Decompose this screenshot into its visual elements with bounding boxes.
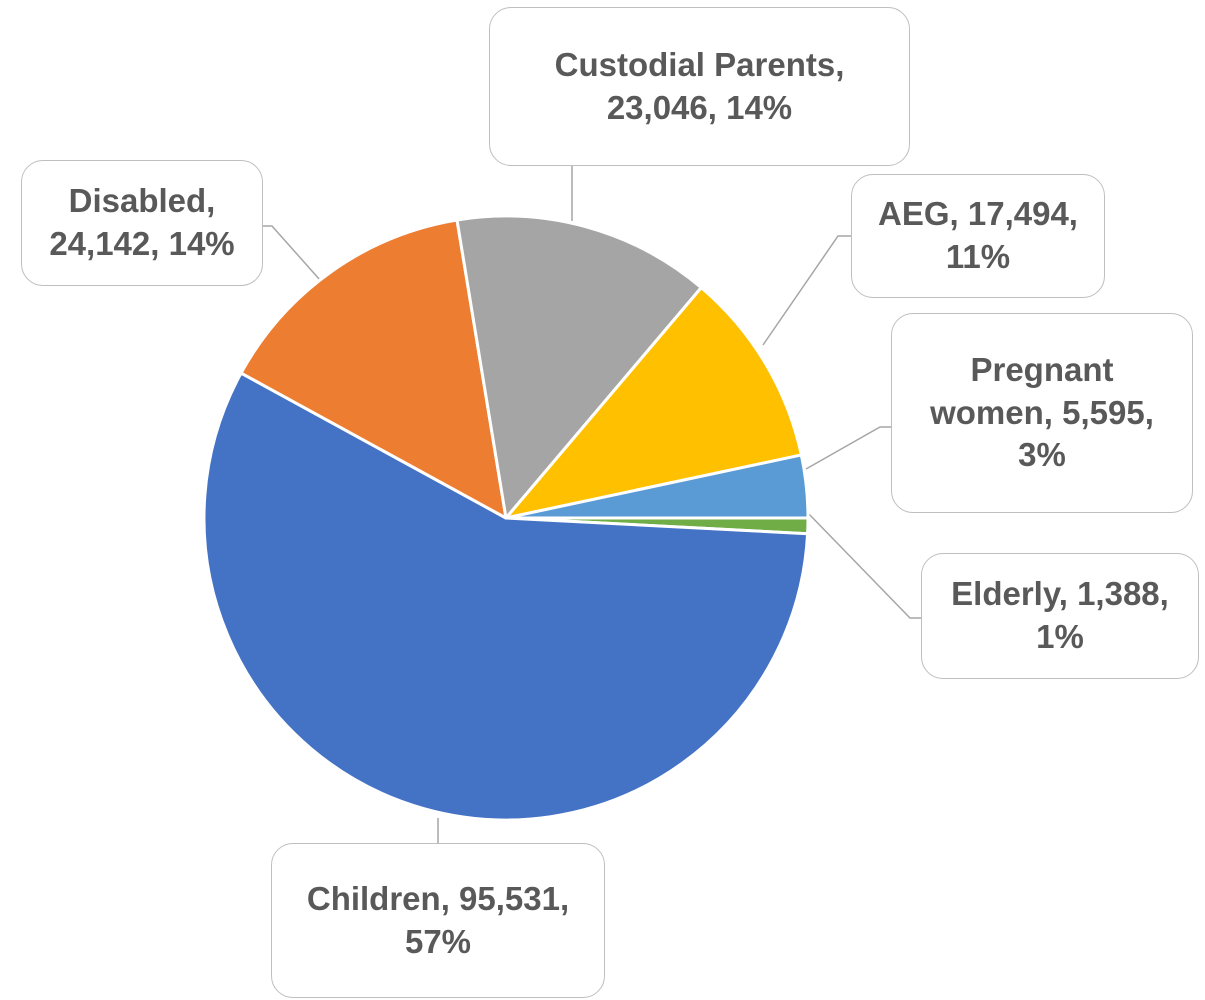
pie-slice-children xyxy=(202,371,810,822)
data-label-line: 3% xyxy=(1018,436,1066,474)
data-label-disabled: Disabled, 24,142, 14% xyxy=(21,160,263,286)
data-label-line: 57% xyxy=(404,922,472,960)
data-label-line: Pregnant xyxy=(970,350,1114,388)
data-label-line: 24,142, 14% xyxy=(49,225,235,262)
data-label-pregnant-women: Pregnant women, 5,595, 3% xyxy=(891,313,1193,513)
data-label-line: 11% xyxy=(945,238,1011,275)
leader-lines xyxy=(263,166,921,843)
data-label-line: 1% xyxy=(1036,618,1084,655)
pie-slice-pregnant-women xyxy=(504,453,810,520)
leader-line-pregnant-women xyxy=(805,426,891,470)
data-label-line: 23,046, 14% xyxy=(606,88,793,126)
data-label-children: Children, 95,531, 57% xyxy=(271,843,605,998)
leader-line-aeg xyxy=(762,235,851,346)
leader-line-elderly xyxy=(805,510,921,619)
pie-slice-custodial-parents xyxy=(455,214,703,520)
data-label-line: Disabled, xyxy=(68,182,216,220)
pie-slice-disabled xyxy=(239,218,508,520)
data-label-elderly: Elderly, 1,388, 1% xyxy=(921,553,1199,679)
data-label-line: AEG, 17,494, xyxy=(878,195,1078,233)
data-label-line: Children, 95,531, xyxy=(306,879,570,917)
pie-slices xyxy=(202,214,810,822)
data-label-custodial-parents: Custodial Parents, 23,046, 14% xyxy=(489,7,910,166)
data-label-line: Elderly, 1,388, xyxy=(951,575,1169,613)
data-label-line: women, 5,595, xyxy=(930,393,1154,431)
pie-slice-aeg xyxy=(504,286,803,520)
data-label-line: Custodial Parents, xyxy=(554,45,845,83)
data-label-aeg: AEG, 17,494, 11% xyxy=(851,174,1105,298)
leader-line-disabled xyxy=(263,225,321,281)
